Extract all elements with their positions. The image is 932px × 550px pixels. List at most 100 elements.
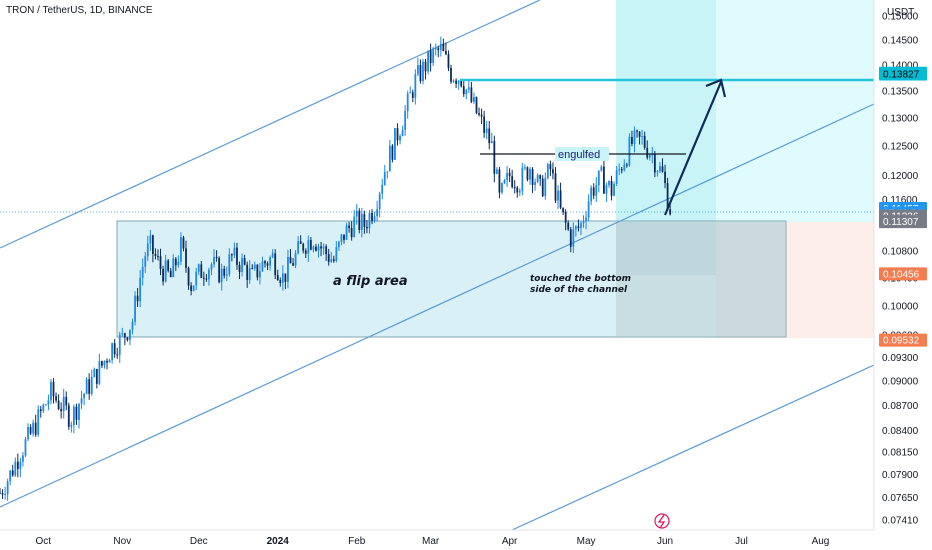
flip-area-overlap — [616, 221, 786, 337]
candle-body — [312, 246, 315, 250]
candle-body — [511, 176, 514, 188]
candle-body — [437, 48, 440, 51]
channel-parallel-line[interactable] — [511, 364, 875, 531]
candle-body — [585, 217, 587, 222]
candle-body — [345, 225, 348, 240]
candle-body — [228, 254, 231, 275]
candle-body — [37, 409, 40, 435]
candle-body — [343, 234, 345, 240]
flip-area-box[interactable] — [116, 220, 787, 338]
candle-body — [396, 128, 399, 141]
candle-body — [246, 264, 249, 280]
candle-body — [205, 278, 208, 280]
price-tick-label: 0.14500 — [882, 36, 919, 47]
candle-body — [85, 379, 88, 394]
candle-body — [259, 271, 261, 278]
candle-body — [0, 492, 1, 494]
candle-body — [289, 256, 292, 264]
candle-body — [95, 368, 98, 384]
candle-body — [521, 167, 524, 191]
candle-body — [309, 240, 312, 250]
candle-body — [60, 408, 63, 412]
candle-body — [600, 166, 603, 171]
candle-body — [162, 268, 164, 282]
engulfed-label-bg — [555, 147, 609, 161]
candle-body — [149, 235, 152, 244]
candle-body — [202, 277, 205, 279]
candle-body — [266, 263, 269, 266]
candle-body — [116, 354, 119, 356]
candle-body — [439, 43, 442, 51]
candle-body — [302, 243, 305, 251]
candle-body — [187, 267, 190, 286]
candle-body — [325, 246, 328, 255]
candle-body — [335, 247, 338, 261]
channel-upper-line[interactable] — [0, 0, 541, 249]
candle-body — [416, 65, 419, 75]
price-tick-label: 0.13500 — [882, 87, 919, 98]
candle-body — [572, 229, 575, 247]
price-badge — [879, 267, 927, 281]
candle-body — [597, 170, 600, 186]
projection-arrow[interactable] — [663, 81, 723, 216]
time-ticks: Oct Nov Dec 2024 Feb Mar Apr May Jun Jul Aug — [36, 536, 830, 547]
candle-body — [320, 246, 322, 249]
candle-body — [195, 271, 198, 286]
candle-body — [394, 128, 396, 160]
candle-body — [19, 461, 22, 469]
candle-body — [304, 250, 307, 254]
candle-body — [577, 226, 580, 228]
time-tick-label: 2024 — [267, 536, 290, 547]
candle-body — [210, 264, 213, 270]
candle-body — [442, 43, 445, 51]
candle-body — [608, 181, 610, 186]
candle-body — [534, 181, 537, 185]
candle-body — [78, 403, 80, 420]
price-tick-label: 0.08150 — [882, 448, 919, 459]
price-badge-label: 0.13827 — [883, 70, 920, 81]
channel-lower-line[interactable] — [0, 103, 875, 508]
candle-body — [641, 136, 644, 138]
candle-body — [470, 87, 473, 102]
candle-body — [67, 405, 70, 427]
candle-body — [373, 216, 376, 221]
candle-body — [75, 406, 78, 420]
candle-body — [656, 171, 659, 173]
candle-body — [180, 237, 182, 262]
lightning-bolt — [657, 514, 666, 529]
candle-body — [241, 258, 243, 272]
candle-body — [526, 167, 529, 180]
candle-body — [340, 234, 343, 242]
candle-body — [368, 212, 371, 229]
candle-body — [42, 404, 45, 412]
candle-body — [220, 268, 223, 283]
candle-body — [478, 113, 480, 115]
candle-body — [564, 212, 567, 223]
candle-body — [488, 128, 491, 144]
candle-body — [307, 240, 310, 254]
time-tick-label: Dec — [190, 536, 208, 547]
candle-body — [264, 261, 266, 264]
candle-body — [113, 343, 116, 355]
candle-body — [248, 267, 251, 280]
candle-body — [409, 92, 412, 94]
engulfed-label: engulfed — [558, 149, 600, 161]
candle-body — [98, 361, 101, 384]
candle-body — [134, 295, 136, 322]
candle-body — [218, 258, 221, 283]
candle-body — [172, 258, 175, 278]
candle-body — [536, 175, 539, 182]
lightning-icon[interactable] — [654, 513, 670, 529]
candle-body — [531, 169, 534, 185]
price-badge-label: 0.11307 — [883, 217, 919, 228]
candle-body — [615, 170, 618, 184]
candle-body — [411, 92, 414, 98]
candle-body — [432, 48, 435, 64]
time-tick-label: Jul — [735, 536, 748, 547]
candle-body — [381, 184, 384, 194]
price-tick-label: 0.14000 — [882, 61, 919, 72]
candle-body — [386, 171, 389, 173]
candle-body — [636, 130, 638, 132]
candle-body — [230, 254, 233, 256]
